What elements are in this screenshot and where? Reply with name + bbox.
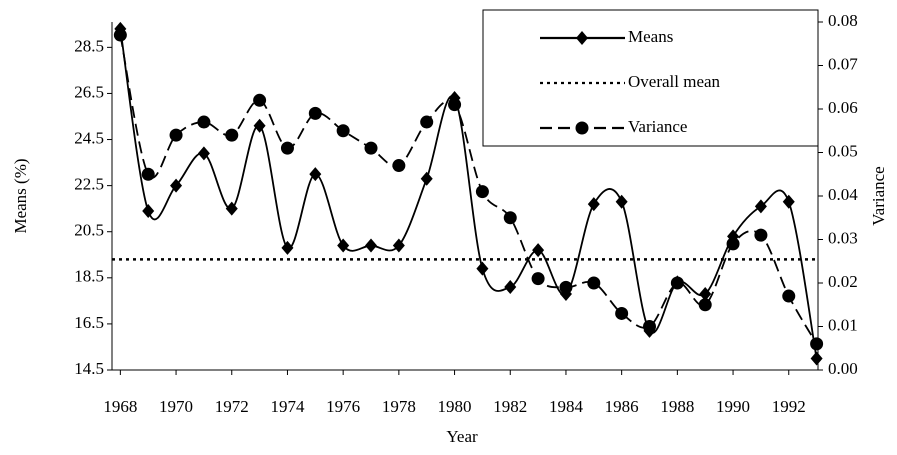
y2-tick-label: 0.07 [828,54,858,73]
data-point [365,238,378,253]
y2-axis-label: Variance [869,166,888,225]
data-point [504,280,517,295]
data-point [420,115,434,129]
data-point [587,276,601,290]
y2-tick-label: 0.03 [828,228,858,247]
y-tick-label: 22.5 [74,175,104,194]
data-point [253,118,266,133]
data-point [726,237,740,251]
x-tick-label: 1970 [159,397,193,416]
data-point [670,276,684,290]
legend-label: Overall mean [628,72,721,91]
y-tick-label: 26.5 [74,82,104,101]
y-tick-label: 24.5 [74,128,104,147]
data-point [225,201,238,216]
data-point [420,171,433,186]
data-point [169,128,183,142]
x-tick-label: 1978 [382,397,416,416]
x-tick-label: 1982 [493,397,527,416]
data-point [448,98,462,112]
y2-tick-label: 0.08 [828,11,858,30]
data-point [559,280,573,294]
legend-label: Variance [628,117,687,136]
x-tick-label: 1980 [438,397,472,416]
data-point [615,306,629,320]
x-tick-label: 1992 [772,397,806,416]
data-point [364,141,378,155]
data-point [698,298,712,312]
data-point [309,167,322,182]
data-point [587,197,600,212]
data-point [197,115,211,129]
data-point [643,320,657,333]
y2-tick-label: 0.06 [828,98,858,117]
data-point [281,240,294,255]
x-tick-label: 1976 [326,397,360,416]
y-tick-label: 28.5 [74,36,104,55]
x-tick-label: 1968 [103,397,137,416]
y-tick-label: 14.5 [74,359,104,378]
data-point [197,146,210,161]
data-point [531,272,545,286]
data-point [532,243,545,258]
data-point [810,337,824,351]
x-tick-label: 1990 [716,397,750,416]
data-point [225,128,239,142]
data-point [503,211,517,225]
y-tick-label: 16.5 [74,313,104,332]
legend-marker [575,121,589,135]
data-point [810,351,823,366]
data-point [170,178,183,193]
x-tick-label: 1984 [549,397,584,416]
y2-tick-label: 0.04 [828,185,858,204]
data-point [142,203,155,218]
data-point [253,93,267,107]
y-tick-label: 20.5 [74,221,104,240]
data-point [782,194,795,209]
data-point [392,238,405,253]
x-tick-label: 1988 [660,397,694,416]
data-point [475,185,489,199]
data-point [392,159,406,173]
data-point [113,28,127,42]
x-axis-label: Year [446,427,478,446]
data-point [699,286,712,301]
data-point [615,194,628,209]
data-point [336,124,350,138]
y2-tick-label: 0.00 [828,359,858,378]
data-point [337,238,350,253]
x-tick-label: 1986 [605,397,639,416]
data-point [308,106,322,120]
y2-tick-label: 0.05 [828,141,858,160]
x-tick-label: 1974 [270,397,305,416]
data-point [280,141,294,155]
y-axis-label: Means (%) [11,158,30,233]
x-tick-label: 1972 [215,397,249,416]
legend-marker [576,31,588,45]
legend-box [482,9,819,147]
data-point [476,261,489,276]
data-point [782,289,796,303]
y2-tick-label: 0.02 [828,272,858,291]
data-point [754,199,767,214]
legend-label: Means [628,27,673,46]
y2-tick-label: 0.01 [828,315,858,334]
data-point [754,228,768,242]
y-tick-label: 18.5 [74,267,104,286]
data-point [141,167,155,181]
